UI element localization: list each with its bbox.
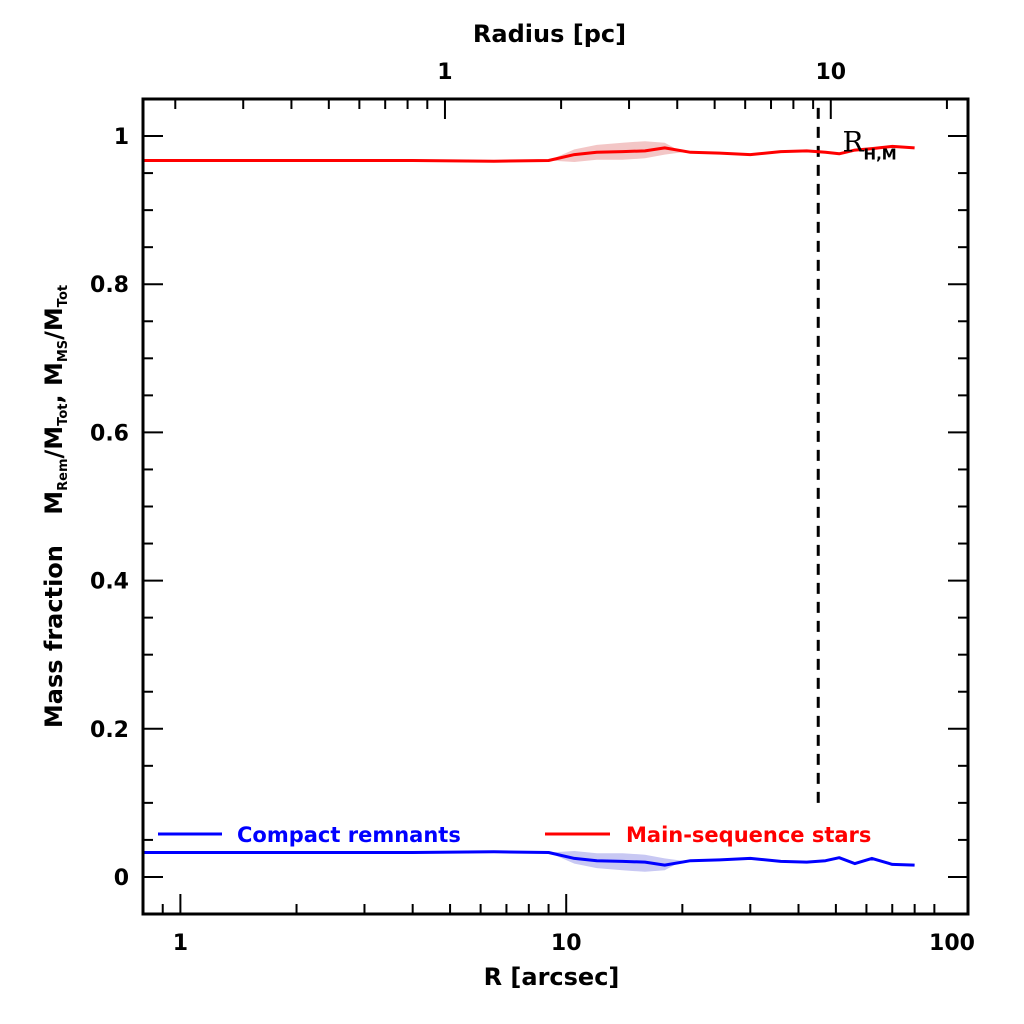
y-axis-title-part: , M xyxy=(40,362,68,403)
plot-frame xyxy=(141,97,970,916)
series-line xyxy=(143,144,915,163)
y-axis-title-sub: Rem xyxy=(56,458,71,490)
axis-ticks xyxy=(142,99,968,914)
legend: Compact remnants Main-sequence stars xyxy=(158,823,871,847)
x-tick-label: 1 xyxy=(173,931,188,956)
y-axis-title: Mass fraction MRem/MTot, MMS/MTot xyxy=(40,285,71,728)
annotation-sub: H,M xyxy=(864,145,897,163)
uncertainty-bands xyxy=(548,141,683,872)
y-axis-title-part: M xyxy=(40,491,68,515)
y-tick-label: 0.8 xyxy=(90,273,129,298)
y-axis-title-part: /M xyxy=(40,426,68,459)
annotation-main: R xyxy=(842,125,864,158)
y-tick-label: 1 xyxy=(114,125,129,150)
series-lines xyxy=(143,144,915,867)
half-mass-radius-label-text: RH,M xyxy=(842,125,896,163)
series-line xyxy=(143,850,915,867)
x-tick-label: 100 xyxy=(929,931,975,956)
y-axis-title-sub: MS xyxy=(56,340,71,362)
half-mass-radius-label: RH,M xyxy=(842,125,896,163)
x-tick-label: 10 xyxy=(551,931,582,956)
y-tick-label: 0 xyxy=(114,866,129,891)
top-tick-label: 1 xyxy=(437,60,452,85)
y-axis-title-sub: Tot xyxy=(56,404,71,426)
y-tick-label: 0.6 xyxy=(90,421,129,446)
y-tick-label: 0.2 xyxy=(90,718,129,743)
y-axis-title-prefix: Mass fraction xyxy=(40,545,68,728)
y-axis-title-sub: Tot xyxy=(56,285,71,307)
y-tick-label: 0.4 xyxy=(90,570,129,595)
legend-label-compact-remnants: Compact remnants xyxy=(237,823,461,847)
legend-label-main-sequence-stars: Main-sequence stars xyxy=(626,823,871,847)
y-axis-title-part: /M xyxy=(40,307,68,340)
top-axis-title: Radius [pc] xyxy=(473,20,626,48)
x-axis-title: R [arcsec] xyxy=(484,963,620,991)
top-tick-label: 10 xyxy=(815,60,846,85)
